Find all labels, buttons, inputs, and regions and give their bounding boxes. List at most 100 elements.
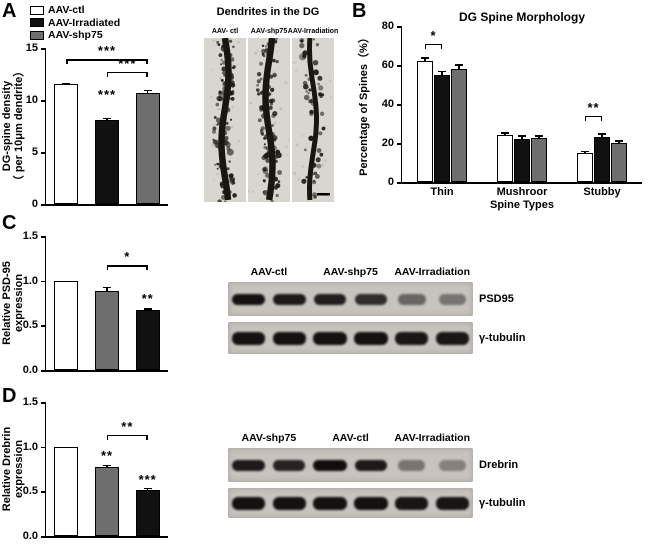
sig-bracket-drop — [585, 115, 587, 121]
sig-stars: ** — [141, 290, 154, 306]
y-tick-label: 0 — [387, 176, 394, 188]
blot-membrane — [228, 282, 473, 316]
y-tick-label: 20 — [381, 137, 394, 149]
y-tick-label: 60 — [381, 59, 394, 71]
y-axis — [44, 48, 46, 206]
blot-group-label: AAV-ctl — [332, 432, 369, 444]
bar — [594, 137, 610, 182]
micro-strip-label: AAV-Irradiation — [287, 28, 339, 35]
protein-band — [395, 496, 429, 510]
blot-row-label: γ-tubulin — [479, 332, 526, 344]
y-axis-title: Relative PSD-95 expression — [1, 261, 25, 345]
error-bar — [521, 135, 523, 140]
y-tick-label: 0.5 — [22, 319, 38, 332]
error-bar-cap — [581, 150, 589, 153]
bar — [434, 74, 450, 182]
y-tick-label: 0 — [31, 198, 38, 210]
legend-item: AAV-shp75 — [30, 29, 120, 42]
bar — [135, 92, 160, 204]
sig-bracket-drop — [66, 59, 68, 65]
y-tick-label: 0.0 — [22, 530, 38, 542]
protein-band — [397, 293, 426, 305]
chart-psd95-expression: 0.0 0.5 1.0 1.5 Relative PSD-95 expression * *… — [0, 222, 176, 384]
y-tick-label: 10 — [25, 94, 38, 106]
sig-bracket-line — [107, 71, 148, 74]
sig-bracket-line — [107, 265, 148, 267]
protein-band — [395, 331, 429, 345]
protein-band — [272, 496, 306, 510]
micro-strip-label: AAV-shp75 — [250, 28, 288, 35]
blot-row-label: Drebrin — [479, 459, 519, 471]
y-tick-label: 0.0 — [22, 364, 38, 376]
protein-band — [355, 293, 387, 305]
bar — [95, 291, 119, 370]
y-axis — [400, 26, 402, 184]
y-tick-label: 1.5 — [22, 230, 38, 242]
western-blot-psd95: AAV-ctl AAV-shp75 AAV-Irradiation PSD95 γ-tu… — [228, 266, 548, 358]
bar — [417, 61, 433, 182]
sig-stars: ** — [587, 99, 600, 115]
bar — [577, 152, 593, 182]
blot-row-label: γ-tubulin — [479, 497, 526, 509]
error-bar — [424, 57, 426, 62]
protein-band — [354, 459, 388, 471]
chart-spine-density: 0 5 10 15 DG-spine density （ per 10μm dendri… — [0, 38, 176, 214]
protein-band — [436, 331, 470, 345]
y-tick-label: 1.0 — [22, 440, 38, 453]
blot-membrane — [228, 448, 473, 482]
y-axis — [44, 402, 46, 538]
y-tick-label: 1.5 — [22, 396, 38, 408]
sig-bracket-line — [107, 435, 148, 437]
micro-strip-label: AAV- ctl — [211, 28, 239, 35]
sig-bracket-drop — [107, 265, 109, 271]
panel-c-label: C — [2, 212, 17, 234]
error-bar-cap — [615, 140, 623, 142]
legend-item: AAV-ctl — [30, 4, 120, 17]
y-tick-label: 5 — [31, 146, 38, 158]
dendrite-image — [292, 38, 334, 202]
blot-row-label: PSD95 — [479, 293, 514, 305]
sig-bracket-drop — [146, 435, 148, 441]
error-bar-cap — [143, 308, 152, 310]
y-tick — [40, 446, 45, 449]
error-bar-cap — [501, 132, 509, 134]
sig-bracket-line — [585, 115, 602, 117]
legend: AAV-ctl AAV-Irradiated AAV-shp75 — [30, 4, 120, 42]
y-tick — [40, 402, 45, 404]
micro-labels: AAV- ctl AAV-shp75 AAV-Irradiation — [190, 28, 346, 38]
bar — [451, 68, 467, 182]
micro-strips — [190, 38, 346, 204]
error-bar — [601, 133, 603, 138]
x-axis — [44, 204, 168, 206]
error-bar-cap — [103, 117, 111, 120]
protein-band — [354, 496, 388, 510]
y-tick — [40, 152, 45, 154]
blot-membrane — [228, 322, 473, 354]
sig-bracket-drop — [600, 115, 602, 121]
y-tick — [396, 26, 401, 28]
bar — [514, 139, 530, 182]
y-tick — [40, 100, 45, 102]
protein-band — [272, 293, 306, 305]
y-tick — [40, 370, 45, 372]
error-bar-cap — [103, 286, 111, 289]
error-bar-cap — [455, 64, 463, 66]
blot-group-label: AAV-Irradiation — [394, 266, 470, 278]
protein-band — [232, 459, 265, 471]
x-axis — [44, 370, 168, 372]
error-bar — [458, 64, 460, 69]
legend-item-label: AAV-Irradiated — [48, 16, 121, 29]
y-axis-title: DG-spine density （ per 10μm dendrite） — [1, 65, 25, 187]
error-bar-cap — [535, 135, 543, 137]
blot-membrane — [228, 488, 473, 518]
y-tick — [396, 65, 401, 67]
sig-bracket-drop — [440, 43, 442, 49]
x-axis-title: Spine Types — [490, 199, 554, 211]
legend-swatch — [30, 18, 44, 28]
sig-stars: * — [430, 27, 437, 43]
y-tick — [40, 491, 45, 493]
sig-bracket-drop — [146, 265, 148, 271]
bar — [611, 143, 627, 182]
micro-title: Dendrites in the DG — [216, 6, 320, 18]
